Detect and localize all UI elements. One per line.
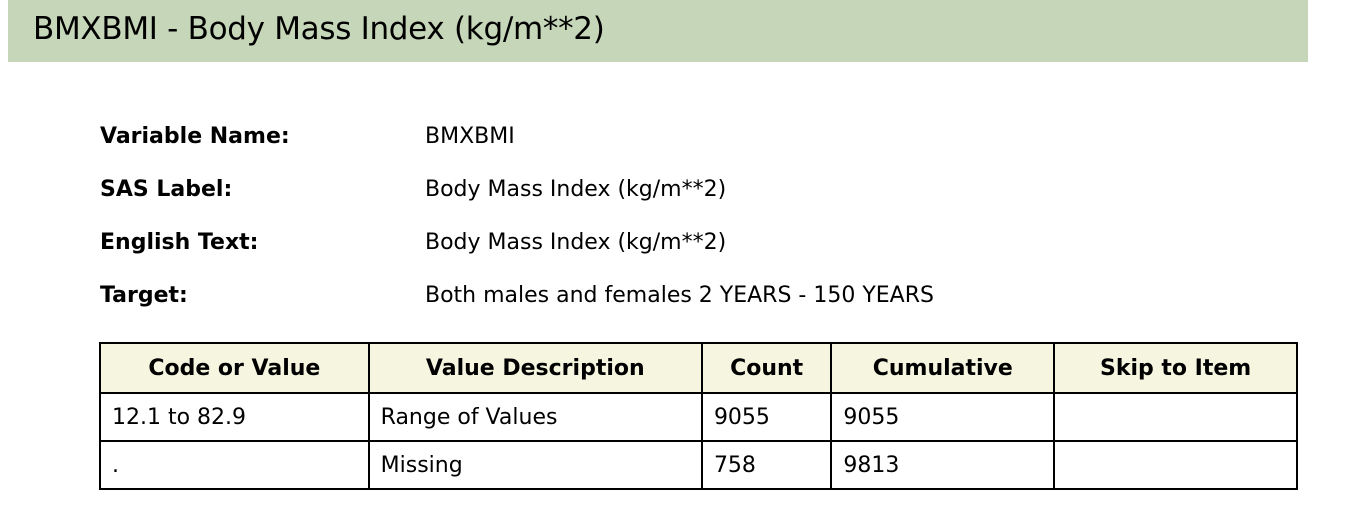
cell-value-description: Missing: [367, 440, 703, 490]
column-header-value-description: Value Description: [367, 342, 703, 394]
variable-info: Variable Name: BMXBMI SAS Label: Body Ma…: [100, 117, 1200, 329]
cell-count: 758: [700, 440, 833, 490]
english-text-value: Body Mass Index (kg/m**2): [425, 230, 727, 255]
codebook-table: Code or Value Value Description Count Cu…: [99, 342, 1298, 490]
column-header-skip-to-item: Skip to Item: [1053, 342, 1298, 394]
table-row: . Missing 758 9813: [99, 440, 1298, 490]
target-label: Target:: [100, 283, 188, 308]
cell-cumulative: 9813: [830, 440, 1056, 490]
table-header-row: Code or Value Value Description Count Cu…: [99, 342, 1298, 394]
variable-name-row: Variable Name: BMXBMI: [100, 117, 1200, 170]
target-row: Target: Both males and females 2 YEARS -…: [100, 276, 1200, 329]
cell-code-or-value: .: [99, 440, 370, 490]
cell-value-description: Range of Values: [367, 392, 703, 442]
cell-skip-to-item: [1053, 440, 1298, 490]
cell-count: 9055: [700, 392, 833, 442]
variable-title: BMXBMI - Body Mass Index (kg/m**2): [33, 11, 605, 47]
variable-header-bar: BMXBMI - Body Mass Index (kg/m**2): [8, 0, 1308, 62]
cell-skip-to-item: [1053, 392, 1298, 442]
column-header-cumulative: Cumulative: [830, 342, 1056, 394]
sas-label-label: SAS Label:: [100, 177, 233, 202]
english-text-row: English Text: Body Mass Index (kg/m**2): [100, 223, 1200, 276]
column-header-code-or-value: Code or Value: [99, 342, 370, 394]
variable-name-label: Variable Name:: [100, 124, 290, 149]
sas-label-row: SAS Label: Body Mass Index (kg/m**2): [100, 170, 1200, 223]
table-row: 12.1 to 82.9 Range of Values 9055 9055: [99, 392, 1298, 442]
english-text-label: English Text:: [100, 230, 259, 255]
variable-name-value: BMXBMI: [425, 124, 515, 149]
cell-code-or-value: 12.1 to 82.9: [99, 392, 370, 442]
sas-label-value: Body Mass Index (kg/m**2): [425, 177, 727, 202]
target-value: Both males and females 2 YEARS - 150 YEA…: [425, 283, 934, 308]
column-header-count: Count: [700, 342, 833, 394]
cell-cumulative: 9055: [830, 392, 1056, 442]
